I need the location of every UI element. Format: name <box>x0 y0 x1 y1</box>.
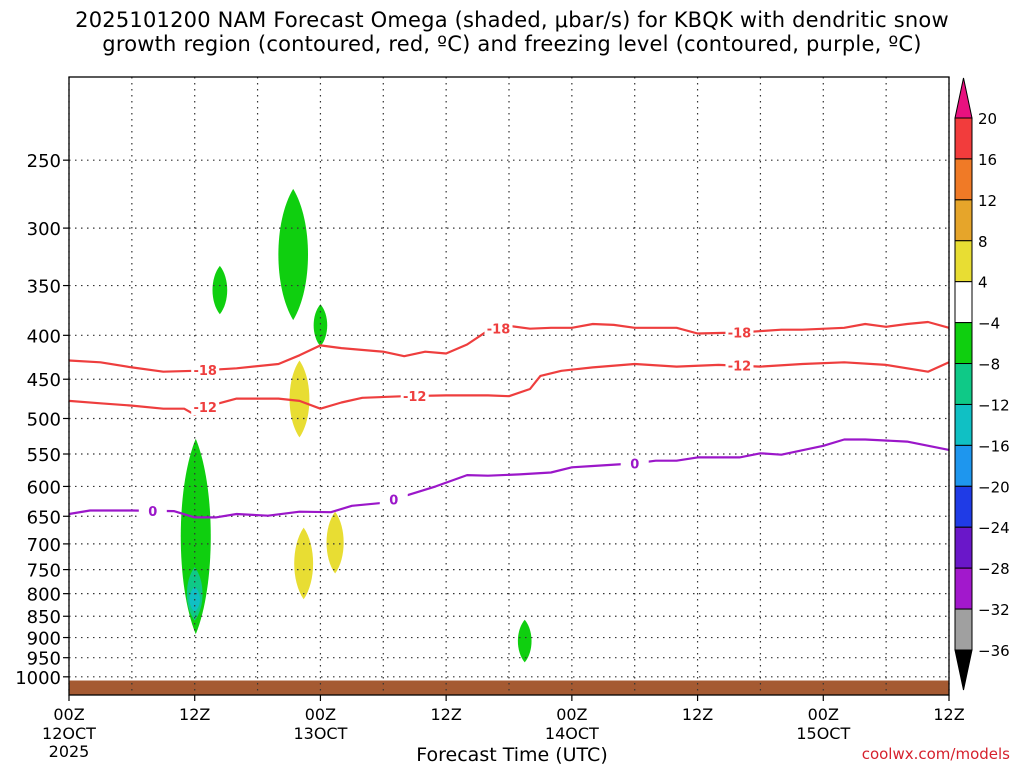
colorbar-segment <box>954 281 973 324</box>
contour-label: -18 <box>193 364 217 379</box>
plot-frame <box>68 76 950 696</box>
x-tick-time-label: 12Z <box>430 705 461 724</box>
omega-shade-region <box>294 527 314 600</box>
contour-label: 0 <box>148 505 157 520</box>
colorbar-label: −4 <box>978 315 1000 333</box>
contour-label: -18 <box>728 327 752 342</box>
colorbar-segment <box>954 485 973 528</box>
colorbar-bottom-triangle <box>954 649 973 691</box>
colorbar-segment <box>954 199 973 242</box>
contour-line <box>68 320 950 373</box>
colorbar-top-triangle <box>954 77 973 119</box>
x-tick-year-label: 2025 <box>49 742 90 761</box>
y-tick-label: 800 <box>27 585 61 606</box>
contour-label-bg <box>191 399 220 416</box>
omega-shade-region <box>313 304 328 347</box>
colorbar-segment <box>954 117 973 160</box>
y-tick-label: 500 <box>27 409 61 430</box>
contour-label: -12 <box>193 401 217 416</box>
colorbar-label: −28 <box>978 560 1010 578</box>
x-tick-date-label: 15OCT <box>796 724 850 743</box>
colorbar-label: −32 <box>978 601 1010 619</box>
contour-label: 0 <box>630 457 639 472</box>
y-tick-label: 450 <box>27 370 61 391</box>
x-tick-date-label: 13OCT <box>293 724 347 743</box>
colorbar-label: −24 <box>978 519 1010 537</box>
y-tick-label: 850 <box>27 607 61 628</box>
contour-label: -18 <box>487 322 511 337</box>
colorbar-segment <box>954 240 973 283</box>
contour-label-bg <box>191 362 220 379</box>
contour-label-bg <box>138 502 167 519</box>
colorbar-segment <box>954 158 973 201</box>
contour-label-bg <box>725 357 754 374</box>
colorbar-label: −16 <box>978 437 1010 455</box>
credit-link[interactable]: coolwx.com/models <box>861 745 1010 763</box>
colorbar-segment <box>954 322 973 365</box>
y-tick-label: 550 <box>27 445 61 466</box>
omega-shade-region <box>289 360 310 438</box>
x-tick-time-label: 12Z <box>682 705 713 724</box>
colorbar-label: −8 <box>978 356 1000 374</box>
terrain-surface <box>69 680 949 695</box>
y-tick-label: 700 <box>27 535 61 556</box>
omega-shade-region <box>278 188 309 321</box>
x-tick-time-label: 00Z <box>53 705 84 724</box>
omega-shade-region <box>212 265 228 315</box>
colorbar-label: 12 <box>978 192 997 210</box>
omega-shade-region <box>517 619 532 663</box>
contour-label-bg <box>484 320 513 337</box>
contour-line <box>68 438 950 519</box>
x-tick-date-label: 12OCT <box>42 724 96 743</box>
x-tick-time-label: 12Z <box>933 705 964 724</box>
omega-shade-region <box>326 511 344 574</box>
contour-label: -12 <box>403 390 427 405</box>
x-tick-time-label: 12Z <box>179 705 210 724</box>
colorbar-segment <box>954 608 973 651</box>
colorbar-label: 8 <box>978 233 988 251</box>
y-tick-label: 1000 <box>15 668 61 689</box>
colorbar-segment <box>954 567 973 610</box>
colorbar-label: 20 <box>978 110 997 128</box>
contour-label: -12 <box>728 360 752 375</box>
colorbar-label: −20 <box>978 478 1010 496</box>
contour-label-bg <box>725 324 754 341</box>
colorbar-segment <box>954 526 973 569</box>
x-tick-time-label: 00Z <box>556 705 587 724</box>
x-tick-time-label: 00Z <box>808 705 839 724</box>
colorbar-segment <box>954 444 973 487</box>
colorbar-label: −12 <box>978 396 1010 414</box>
contour-label-bg <box>400 388 429 405</box>
y-tick-label: 300 <box>27 219 61 240</box>
x-axis-title: Forecast Time (UTC) <box>416 744 608 766</box>
x-tick-date-label: 14OCT <box>545 724 599 743</box>
chart-title-line-1: 2025101200 NAM Forecast Omega (shaded, μ… <box>75 8 949 32</box>
colorbar-segment <box>954 403 973 446</box>
y-tick-label: 950 <box>27 649 61 670</box>
colorbar-segment <box>954 363 973 405</box>
y-tick-label: 350 <box>27 277 61 298</box>
y-tick-label: 250 <box>27 151 61 172</box>
contour-label-bg <box>620 455 649 472</box>
y-tick-label: 750 <box>27 561 61 582</box>
y-tick-label: 900 <box>27 629 61 650</box>
contour-label: 0 <box>389 494 398 509</box>
chart-title-line-2: growth region (contoured, red, ºC) and f… <box>102 32 922 56</box>
y-tick-label: 400 <box>27 326 61 347</box>
y-tick-label: 600 <box>27 477 61 498</box>
colorbar-label: 16 <box>978 151 997 169</box>
contour-label-bg <box>379 491 408 508</box>
colorbar-label: −36 <box>978 642 1010 660</box>
colorbar-label: 4 <box>978 274 988 292</box>
x-tick-time-label: 00Z <box>305 705 336 724</box>
y-tick-label: 650 <box>27 507 61 528</box>
